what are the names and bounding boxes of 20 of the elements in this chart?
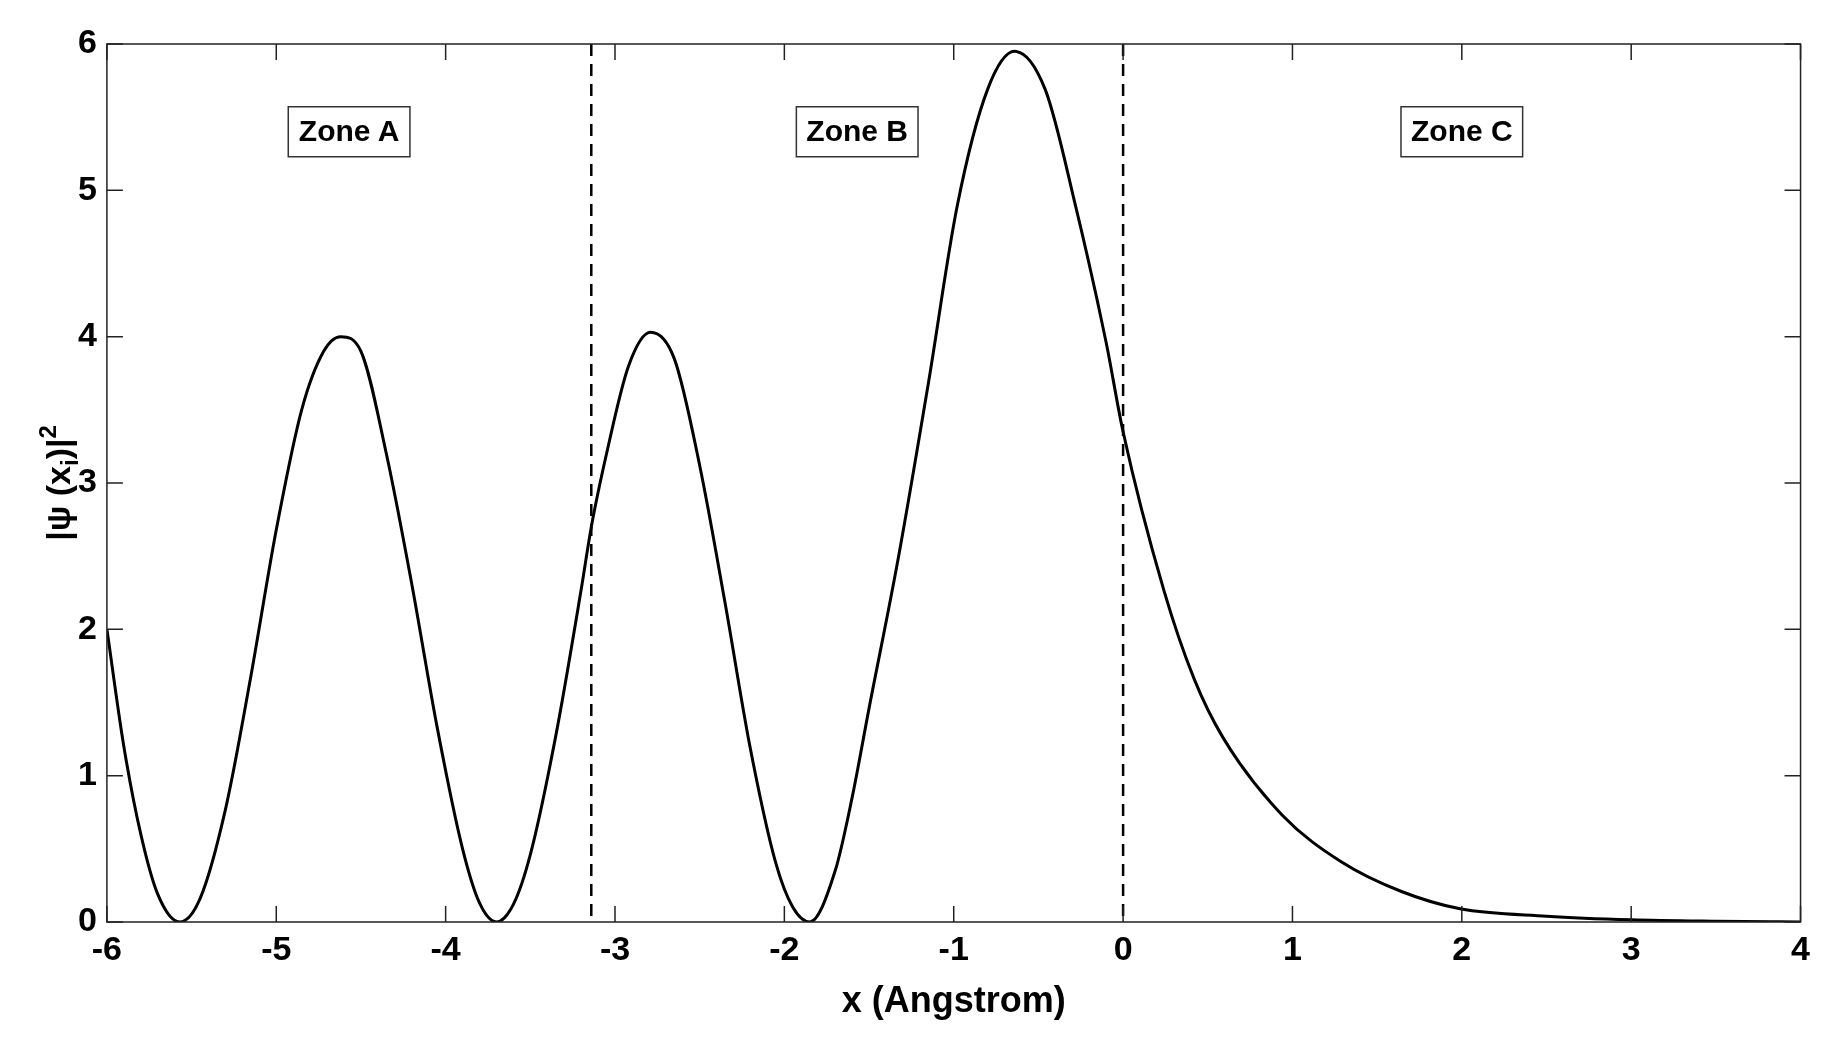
y-tick-label: 0 <box>77 900 97 939</box>
annotation: Zone C <box>1410 114 1513 148</box>
x-tick-label: 3 <box>1621 928 1641 967</box>
x-tick-label: 4 <box>1791 928 1811 967</box>
y-tick-label: 4 <box>77 315 97 354</box>
y-tick-label: 5 <box>77 168 97 207</box>
annotation: Zone B <box>806 114 909 148</box>
annotation: Zone A <box>298 114 400 148</box>
x-tick-label: 0 <box>1113 928 1133 967</box>
x-tick-label: 1 <box>1282 928 1302 967</box>
y-tick-label: 6 <box>77 22 97 61</box>
x-tick-label: -1 <box>938 928 969 967</box>
y-tick-label: 1 <box>77 754 97 793</box>
x-tick-label: -5 <box>261 928 292 967</box>
x-tick-label: -4 <box>430 928 461 967</box>
y-tick-label: 2 <box>77 607 97 646</box>
x-tick-label: 2 <box>1452 928 1472 967</box>
x-tick-label: -3 <box>599 928 631 967</box>
x-tick-label: -2 <box>769 928 800 967</box>
x-axis-title: x (Angstrom) <box>841 979 1066 1021</box>
